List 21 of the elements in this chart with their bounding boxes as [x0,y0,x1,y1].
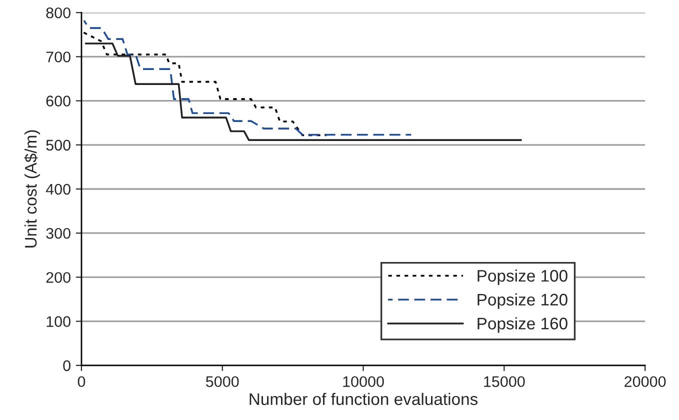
y-tick-label: 700 [46,52,70,62]
x-tick-label: 5000 [206,376,239,388]
legend-label: Popsize 100 [478,269,568,286]
x-axis-title: Number of function evaluations [250,392,478,406]
y-tick-label: 100 [46,316,70,327]
y-axis-title: Unit cost (A$/m) [24,130,40,248]
y-tick-label: 0 [63,360,70,372]
x-tick-label: 20000 [624,376,666,388]
line-series [83,20,412,136]
y-tick-label: 200 [46,272,70,283]
y-tick-label: 500 [46,140,70,151]
x-tick-label: 10000 [343,376,384,388]
x-tick-label: 15000 [484,376,525,388]
x-tick-label: 0 [78,376,86,388]
legend-label: Popsize 160 [478,317,568,333]
y-tick-label: 600 [46,96,70,106]
y-tick-label: 400 [46,184,70,195]
y-tick-label: 800 [46,7,70,18]
y-tick-label: 300 [46,228,70,239]
legend-label: Popsize 120 [478,293,568,309]
line-series [84,42,522,141]
